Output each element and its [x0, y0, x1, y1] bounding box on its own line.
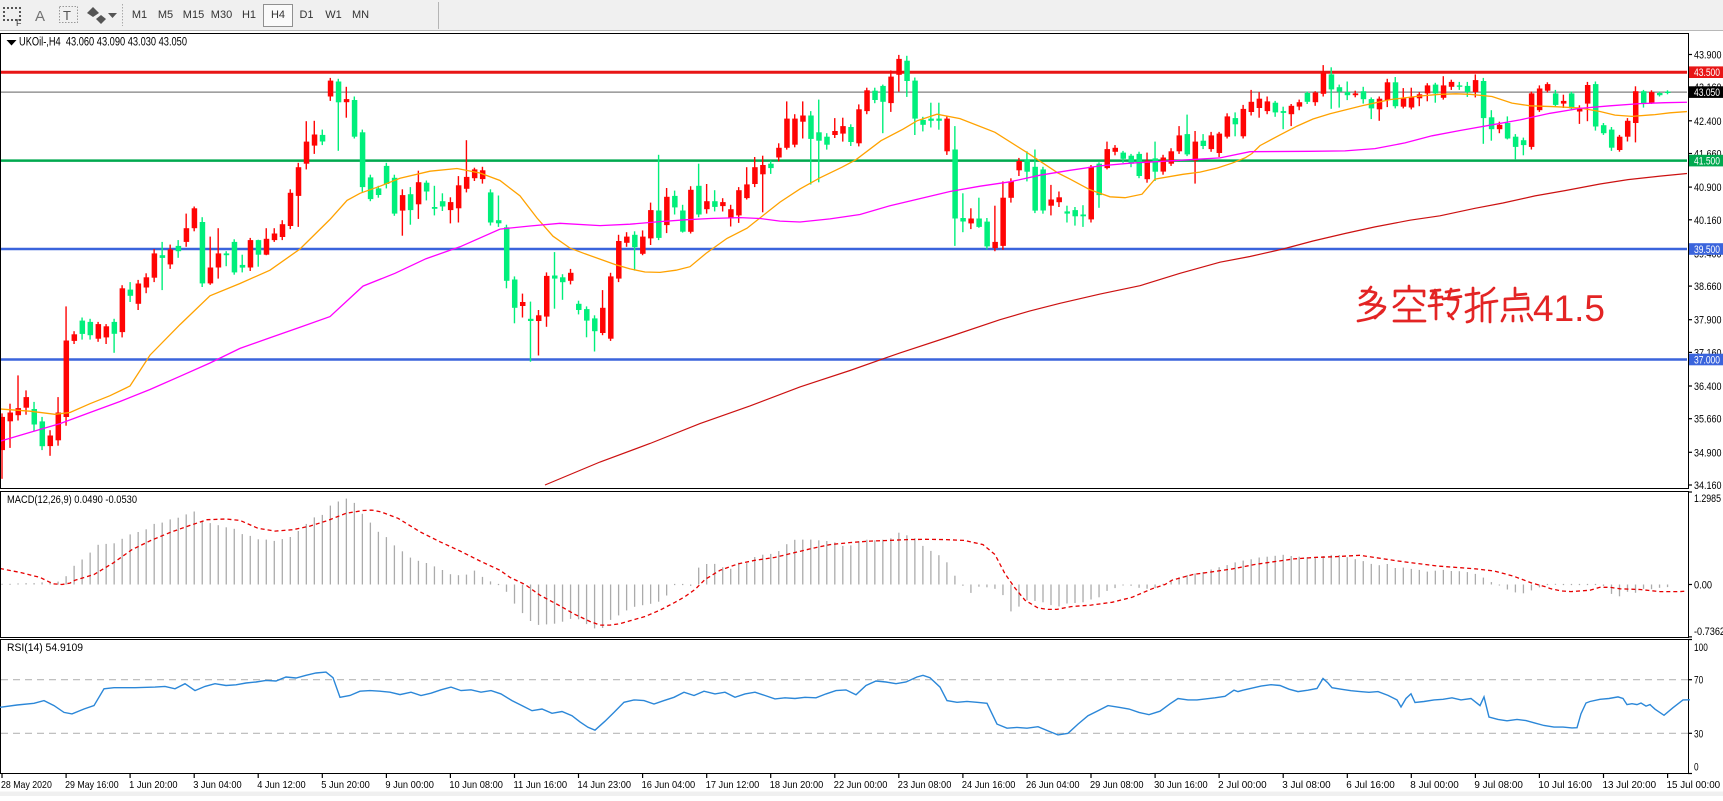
- svg-text:35.660: 35.660: [1694, 414, 1722, 426]
- svg-text:30 Jun 16:00: 30 Jun 16:00: [1154, 779, 1208, 791]
- svg-text:43.500: 43.500: [1694, 67, 1720, 79]
- svg-text:22 Jun 00:00: 22 Jun 00:00: [834, 779, 888, 791]
- svg-text:23 Jun 08:00: 23 Jun 08:00: [898, 779, 952, 791]
- svg-text:UKOil-,H4 43.060 43.090 43.03: UKOil-,H4 43.060 43.090 43.030 43.050: [19, 37, 187, 49]
- svg-text:41.5: 41.5: [1533, 288, 1605, 329]
- svg-text:15 Jul 00:00: 15 Jul 00:00: [1667, 779, 1721, 791]
- svg-text:3 Jul 08:00: 3 Jul 08:00: [1282, 779, 1331, 791]
- svg-text:2 Jul 00:00: 2 Jul 00:00: [1218, 779, 1267, 791]
- svg-text:34.160: 34.160: [1694, 480, 1722, 492]
- svg-text:29 May 16:00: 29 May 16:00: [65, 779, 119, 791]
- svg-text:-0.7362: -0.7362: [1694, 626, 1723, 638]
- svg-text:1.2985: 1.2985: [1694, 493, 1721, 505]
- svg-text:10 Jul 16:00: 10 Jul 16:00: [1538, 779, 1592, 791]
- svg-text:24 Jun 16:00: 24 Jun 16:00: [962, 779, 1016, 791]
- svg-text:5 Jun 20:00: 5 Jun 20:00: [321, 779, 370, 791]
- svg-text:43.050: 43.050: [1694, 87, 1720, 99]
- svg-text:1 Jun 20:00: 1 Jun 20:00: [129, 779, 178, 791]
- svg-text:0: 0: [1694, 762, 1699, 774]
- svg-text:9 Jun 00:00: 9 Jun 00:00: [385, 779, 434, 791]
- svg-text:0.00: 0.00: [1694, 580, 1712, 592]
- svg-text:42.400: 42.400: [1694, 116, 1722, 128]
- svg-text:28 May 2020: 28 May 2020: [1, 779, 52, 791]
- svg-text:MACD(12,26,9) 0.0490 -0.0530: MACD(12,26,9) 0.0490 -0.0530: [7, 494, 137, 506]
- svg-text:4 Jun 12:00: 4 Jun 12:00: [257, 779, 306, 791]
- svg-text:37.000: 37.000: [1694, 355, 1720, 367]
- svg-text:18 Jun 20:00: 18 Jun 20:00: [770, 779, 824, 791]
- svg-text:13 Jul 20:00: 13 Jul 20:00: [1603, 779, 1657, 791]
- svg-text:30: 30: [1694, 728, 1703, 740]
- svg-text:9 Jul 08:00: 9 Jul 08:00: [1474, 779, 1523, 791]
- svg-text:11 Jun 16:00: 11 Jun 16:00: [514, 779, 568, 791]
- svg-text:37.900: 37.900: [1694, 315, 1722, 327]
- svg-text:43.900: 43.900: [1694, 50, 1722, 62]
- svg-text:16 Jun 04:00: 16 Jun 04:00: [642, 779, 696, 791]
- svg-text:100: 100: [1694, 642, 1708, 654]
- svg-text:26 Jun 04:00: 26 Jun 04:00: [1026, 779, 1080, 791]
- svg-text:40.900: 40.900: [1694, 182, 1722, 194]
- svg-text:17 Jun 12:00: 17 Jun 12:00: [706, 779, 760, 791]
- svg-text:41.500: 41.500: [1694, 156, 1720, 168]
- svg-text:39.500: 39.500: [1694, 244, 1720, 256]
- svg-text:T: T: [63, 8, 71, 23]
- svg-text:A: A: [35, 8, 45, 25]
- svg-text:40.160: 40.160: [1694, 215, 1722, 227]
- svg-text:34.900: 34.900: [1694, 447, 1722, 459]
- svg-text:10 Jun 08:00: 10 Jun 08:00: [449, 779, 503, 791]
- svg-text:F: F: [16, 18, 22, 28]
- svg-text:RSI(14) 54.9109: RSI(14) 54.9109: [7, 642, 83, 654]
- svg-text:29 Jun 08:00: 29 Jun 08:00: [1090, 779, 1144, 791]
- svg-text:3 Jun 04:00: 3 Jun 04:00: [193, 779, 242, 791]
- svg-text:14 Jun 23:00: 14 Jun 23:00: [578, 779, 632, 791]
- svg-text:8 Jul 00:00: 8 Jul 00:00: [1410, 779, 1459, 791]
- svg-text:38.660: 38.660: [1694, 281, 1722, 293]
- svg-text:70: 70: [1694, 675, 1703, 687]
- svg-text:6 Jul 16:00: 6 Jul 16:00: [1346, 779, 1395, 791]
- svg-text:36.400: 36.400: [1694, 381, 1722, 393]
